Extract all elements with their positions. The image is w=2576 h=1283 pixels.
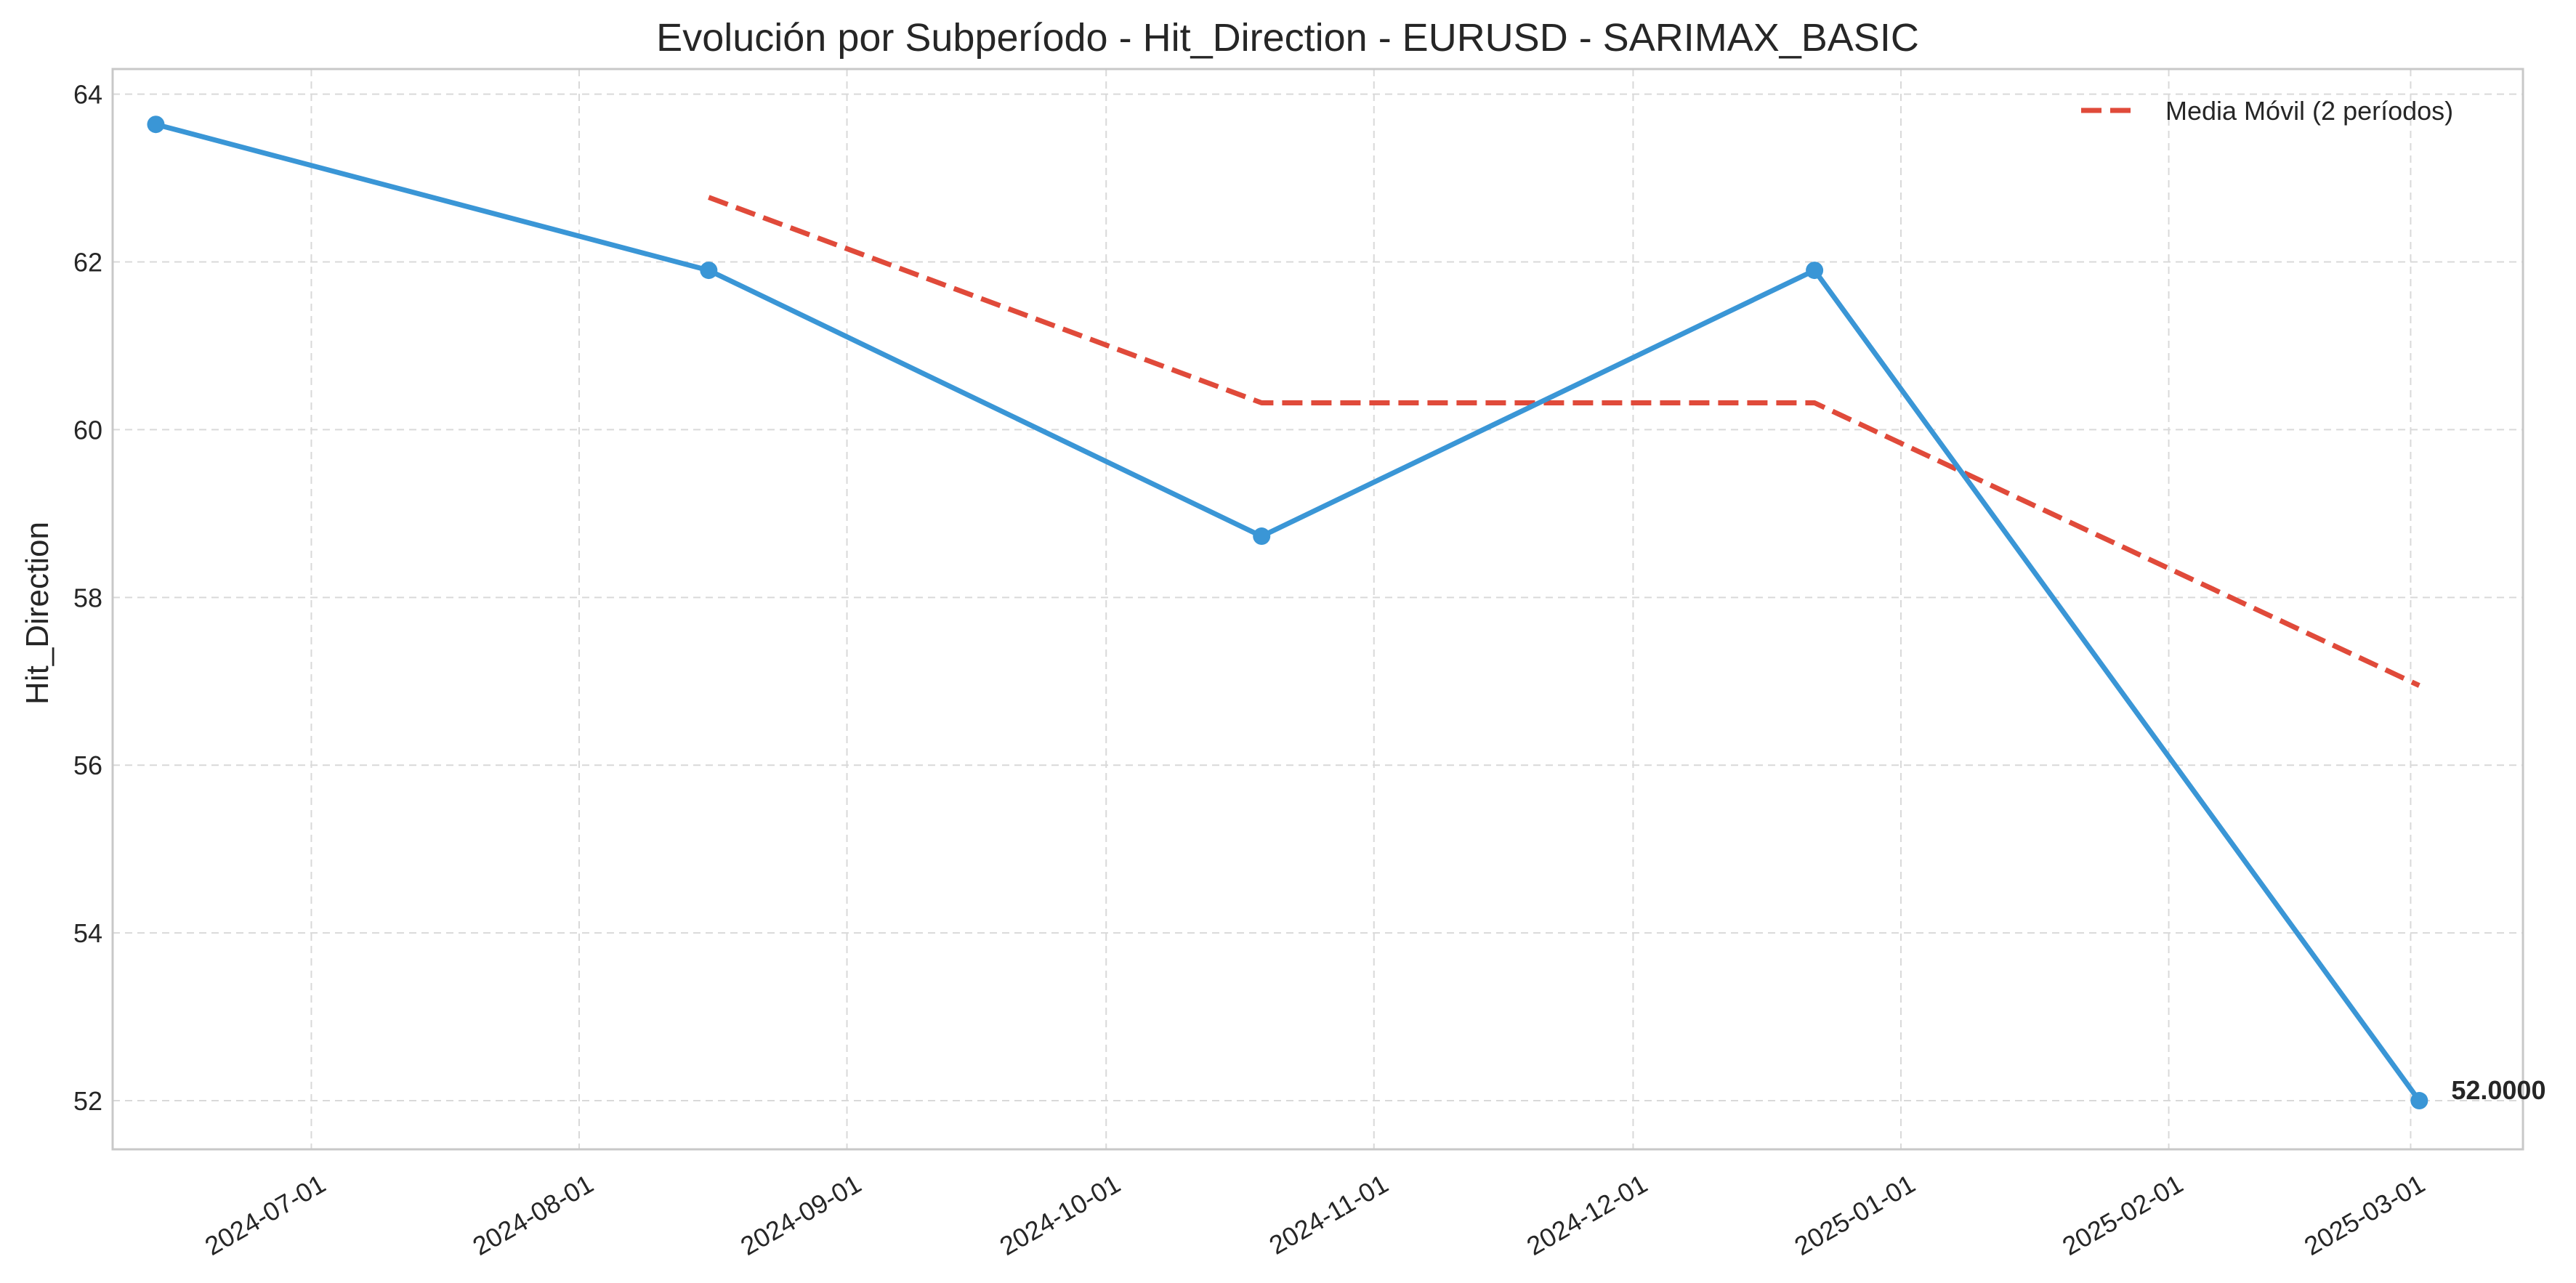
legend: Media Móvil (2 períodos) — [2081, 96, 2453, 126]
plot-frame — [111, 68, 2524, 1151]
data-label: 52.0000 — [2451, 1075, 2545, 1105]
plot-area-border — [111, 68, 2524, 1151]
y-tick-label: 54 — [73, 918, 102, 948]
chart-title: Evolución por Subperíodo - Hit_Direction… — [656, 16, 1919, 60]
data-point — [2410, 1092, 2428, 1110]
grid — [113, 69, 2523, 1149]
y-tick-label: 64 — [73, 80, 102, 110]
annotations: 52.0000 — [2451, 1075, 2545, 1105]
data-point — [1806, 262, 1824, 280]
legend-entry: Media Móvil (2 períodos) — [2081, 96, 2453, 126]
y-tick-label: 58 — [73, 583, 102, 612]
y-tick-label: 52 — [73, 1086, 102, 1116]
moving-average-series — [708, 195, 2420, 688]
moving-average-line — [708, 195, 2420, 688]
data-point — [700, 262, 718, 280]
legend-label: Media Móvil (2 períodos) — [2165, 96, 2453, 126]
data-point — [147, 116, 165, 134]
y-tick-label: 56 — [73, 750, 102, 780]
y-tick-label: 60 — [73, 415, 102, 445]
data-point — [1253, 527, 1271, 546]
hit-direction-series — [147, 116, 2428, 1110]
series-layer — [147, 116, 2428, 1110]
y-axis-label: Hit_Direction — [20, 522, 55, 705]
y-tick-label: 62 — [73, 248, 102, 278]
